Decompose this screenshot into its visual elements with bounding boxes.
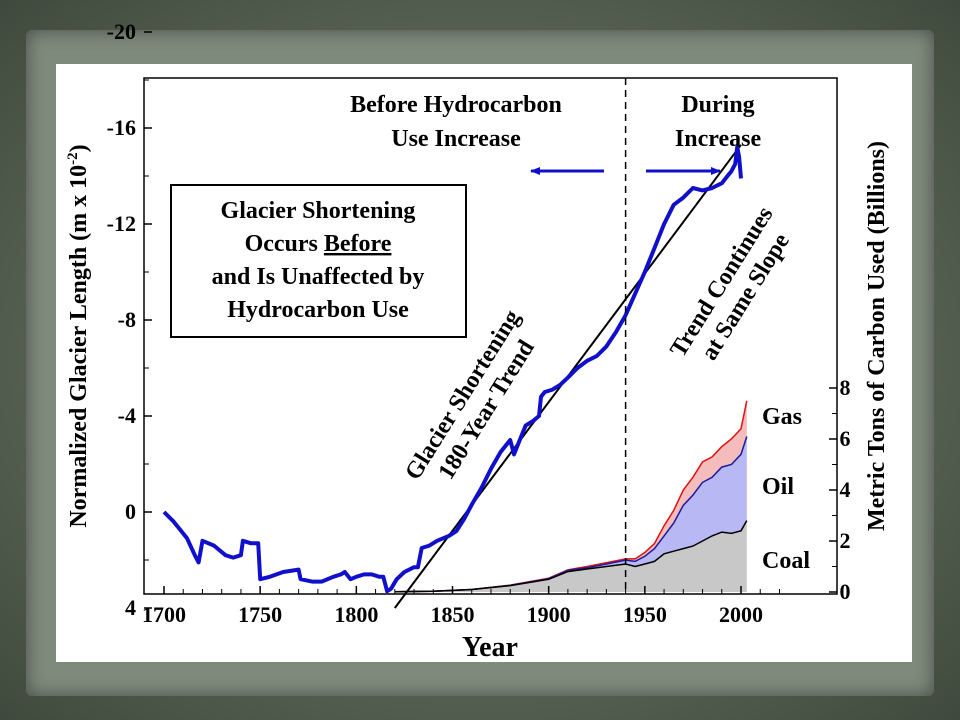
y-left-tick-label: -12 bbox=[107, 211, 136, 236]
x-axis-label: Year bbox=[462, 632, 518, 663]
y-left-tick-label: -4 bbox=[118, 403, 136, 428]
y-axis-label-left: Normalized Glacier Length (m x 10-2) bbox=[65, 144, 92, 527]
axis-ticks: 1700 1750 1800 1850 1900 1950 2000 -20 -16 -12 -8 -… bbox=[107, 19, 851, 627]
callout-line-4: Hydrocarbon Use bbox=[227, 297, 409, 323]
callout-line-3: and Is Unaffected by bbox=[212, 264, 425, 290]
series-label-coal: Coal bbox=[762, 548, 810, 574]
y-left-tick-label: 0 bbox=[125, 499, 136, 524]
coal-area bbox=[394, 520, 747, 592]
header-during-line2: Increase bbox=[675, 126, 762, 152]
x-tick-label: 1700 bbox=[142, 602, 186, 627]
header-before-line2: Use Increase bbox=[391, 126, 521, 152]
y-right-tick-label: 8 bbox=[840, 375, 851, 400]
y-left-tick-label: -20 bbox=[107, 19, 136, 44]
glacier-length-line bbox=[162, 145, 743, 594]
callout-box bbox=[170, 184, 467, 338]
y-axis-label-right: Metric Tons of Carbon Used (Billions) bbox=[864, 141, 890, 531]
x-tick-label: 1850 bbox=[431, 602, 475, 627]
chart-lines bbox=[162, 144, 748, 609]
y-left-tick-label: 4 bbox=[125, 595, 136, 620]
y-left-tick-label: -16 bbox=[107, 115, 136, 140]
callout-line-1: Glacier Shortening bbox=[221, 198, 416, 224]
x-tick-label: 1900 bbox=[527, 602, 571, 627]
header-before-line1: Before Hydrocarbon bbox=[350, 92, 562, 118]
x-tick-label: 2000 bbox=[719, 602, 763, 627]
y-right-tick-label: 6 bbox=[840, 426, 851, 451]
oil-area bbox=[394, 436, 747, 592]
y-right-tick-label: 0 bbox=[840, 579, 851, 604]
series-label-oil: Oil bbox=[762, 474, 794, 500]
x-tick-label: 1800 bbox=[334, 602, 378, 627]
x-tick-label: 1950 bbox=[623, 602, 667, 627]
y-left-tick-label: -8 bbox=[118, 307, 136, 332]
carbon-areas bbox=[394, 400, 747, 592]
y-right-tick-label: 2 bbox=[840, 528, 851, 553]
header-during-line1: During bbox=[681, 92, 754, 118]
continue-label: Trend Continues at Same Slope bbox=[665, 202, 795, 365]
x-tick-label: 1750 bbox=[238, 602, 282, 627]
coal-line bbox=[394, 520, 748, 593]
y-right-tick-label: 4 bbox=[840, 477, 851, 502]
callout-line-2: Occurs Before bbox=[245, 231, 392, 257]
series-label-gas: Gas bbox=[762, 404, 802, 430]
